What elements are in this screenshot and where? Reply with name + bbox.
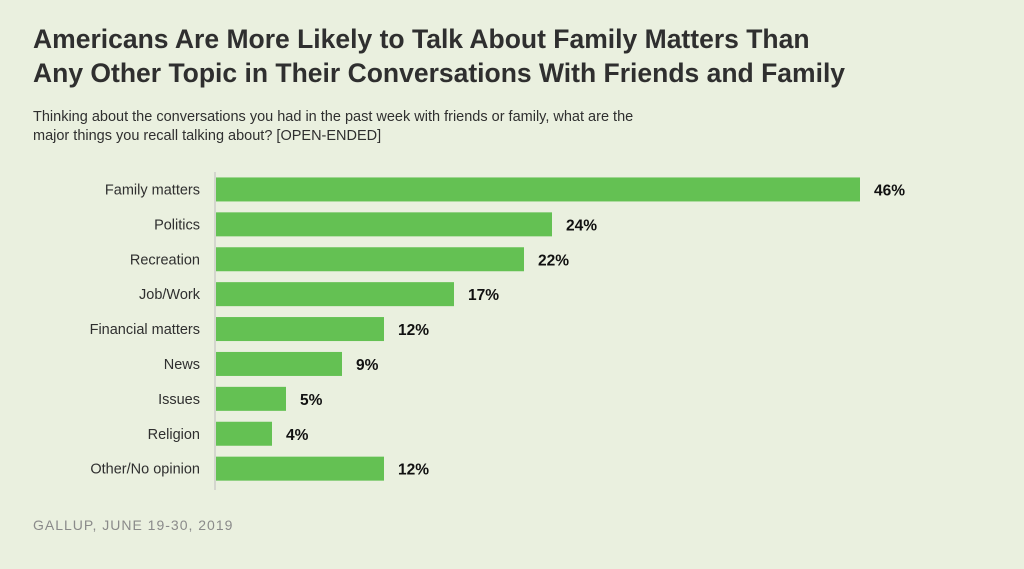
value-label: 12% bbox=[398, 322, 429, 339]
bar bbox=[216, 247, 524, 272]
bar-row: Issues 5% bbox=[158, 386, 323, 411]
bar-row: Religion 4% bbox=[148, 421, 309, 446]
bar-row: Family matters 46% bbox=[105, 177, 905, 202]
bar bbox=[216, 456, 384, 481]
category-label: News bbox=[164, 357, 200, 373]
chart-title-line-2: Any Other Topic in Their Conversations W… bbox=[33, 58, 846, 88]
bar bbox=[216, 177, 860, 202]
category-label: Issues bbox=[158, 392, 200, 408]
category-label: Religion bbox=[148, 427, 200, 443]
bar bbox=[216, 282, 454, 307]
bar bbox=[216, 212, 552, 237]
bar-row: Recreation 22% bbox=[130, 247, 569, 272]
bar-row: Financial matters 12% bbox=[90, 317, 429, 342]
category-label: Financial matters bbox=[90, 322, 200, 338]
bar bbox=[216, 351, 342, 376]
category-label: Family matters bbox=[105, 182, 200, 198]
category-label: Recreation bbox=[130, 252, 200, 268]
value-label: 46% bbox=[874, 182, 905, 199]
bar-row: Other/No opinion 12% bbox=[90, 456, 429, 481]
category-label: Job/Work bbox=[139, 287, 201, 303]
bar-row: Job/Work 17% bbox=[139, 282, 499, 307]
bar-row: Politics 24% bbox=[154, 212, 597, 237]
value-label: 5% bbox=[300, 392, 323, 409]
source-note: GALLUP, JUNE 19-30, 2019 bbox=[33, 517, 234, 533]
value-label: 4% bbox=[286, 427, 309, 444]
bar bbox=[216, 421, 272, 446]
chart-subtitle-line-1: Thinking about the conversations you had… bbox=[33, 109, 634, 125]
chart-subtitle: Thinking about the conversations you had… bbox=[33, 108, 753, 146]
chart-title-line-1: Americans Are More Likely to Talk About … bbox=[33, 24, 810, 54]
value-label: 17% bbox=[468, 287, 499, 304]
chart-title: Americans Are More Likely to Talk About … bbox=[33, 22, 993, 90]
value-label: 9% bbox=[356, 357, 379, 374]
bar bbox=[216, 317, 384, 342]
value-label: 12% bbox=[398, 462, 429, 479]
bars-layer: Family matters 46% Politics 24% Recreation 22… bbox=[90, 177, 905, 481]
value-label: 22% bbox=[538, 252, 569, 269]
chart-subtitle-line-2: major things you recall talking about? [… bbox=[33, 128, 382, 144]
value-label: 24% bbox=[566, 217, 597, 234]
bar bbox=[216, 386, 286, 411]
bar-row: News 9% bbox=[164, 351, 379, 376]
category-label: Politics bbox=[154, 217, 200, 233]
category-label: Other/No opinion bbox=[90, 462, 200, 478]
